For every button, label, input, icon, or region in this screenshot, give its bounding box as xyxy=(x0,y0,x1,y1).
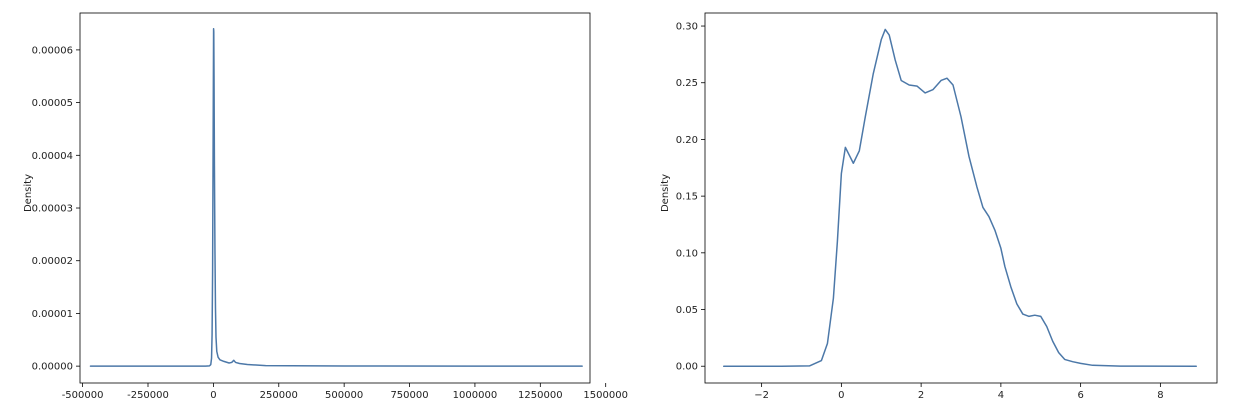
chart-1-plot-frame xyxy=(704,12,1218,384)
chart-0-y-tick-label: 0.00000 xyxy=(32,362,73,373)
chart-0-x-tick-label: 0 xyxy=(210,390,216,401)
chart-1-x-tick-label: 2 xyxy=(918,390,924,401)
chart-0-x-tick-label: 1000000 xyxy=(453,390,498,401)
chart-1-y-tick-label: 0.15 xyxy=(676,192,698,203)
chart-1-y-tick-label: 0.00 xyxy=(676,362,698,373)
chart-0-x-tick-label: -500000 xyxy=(62,390,104,401)
chart-1-density-line xyxy=(722,28,1198,367)
chart-1-x-tick-label: 6 xyxy=(1077,390,1083,401)
chart-0-y-tick-label: 0.00003 xyxy=(32,204,73,215)
chart-0-plot-frame xyxy=(79,12,591,384)
chart-0-y-tick-label: 0.00004 xyxy=(32,151,73,162)
right-density-chart: Density −2 0 2 4 6 8 0.00 0.05 0.10 0.15 0.20 0.25 0… xyxy=(660,12,1218,401)
chart-1-x-tick-label: 8 xyxy=(1157,390,1163,401)
chart-1-ylabel: Density xyxy=(660,174,671,212)
chart-0-x-tick-label: -250000 xyxy=(127,390,169,401)
chart-1-x-tick-label: 4 xyxy=(998,390,1004,401)
chart-1-y-tick-label: 0.20 xyxy=(676,135,698,146)
chart-1-x-tick-label: 0 xyxy=(838,390,844,401)
chart-0-x-tick-label: 500000 xyxy=(325,390,363,401)
chart-1-y-tick-label: 0.05 xyxy=(676,305,698,316)
chart-0-x-tick-label: 1500000 xyxy=(583,390,628,401)
chart-0-x-tick-label: 1250000 xyxy=(518,390,563,401)
chart-0-y-tick-label: 0.00002 xyxy=(32,256,73,267)
chart-1-y-tick-label: 0.10 xyxy=(676,248,698,259)
chart-1-x-tick-label: −2 xyxy=(754,390,769,401)
chart-0-ylabel: Density xyxy=(23,174,34,212)
chart-1-y-tick-label: 0.30 xyxy=(676,22,698,33)
chart-0-y-tick-label: 0.00006 xyxy=(32,45,73,56)
chart-1-y-tick-label: 0.25 xyxy=(676,78,698,89)
chart-0-y-tick-label: 0.00001 xyxy=(32,309,73,320)
chart-0-x-tick-label: 250000 xyxy=(260,390,298,401)
chart-0-density-line xyxy=(89,28,583,367)
chart-0-y-tick-label: 0.00005 xyxy=(32,98,73,109)
left-density-chart: Density -500000 -250000 0 250000 500000 75000… xyxy=(23,12,628,401)
chart-0-x-tick-label: 750000 xyxy=(390,390,428,401)
